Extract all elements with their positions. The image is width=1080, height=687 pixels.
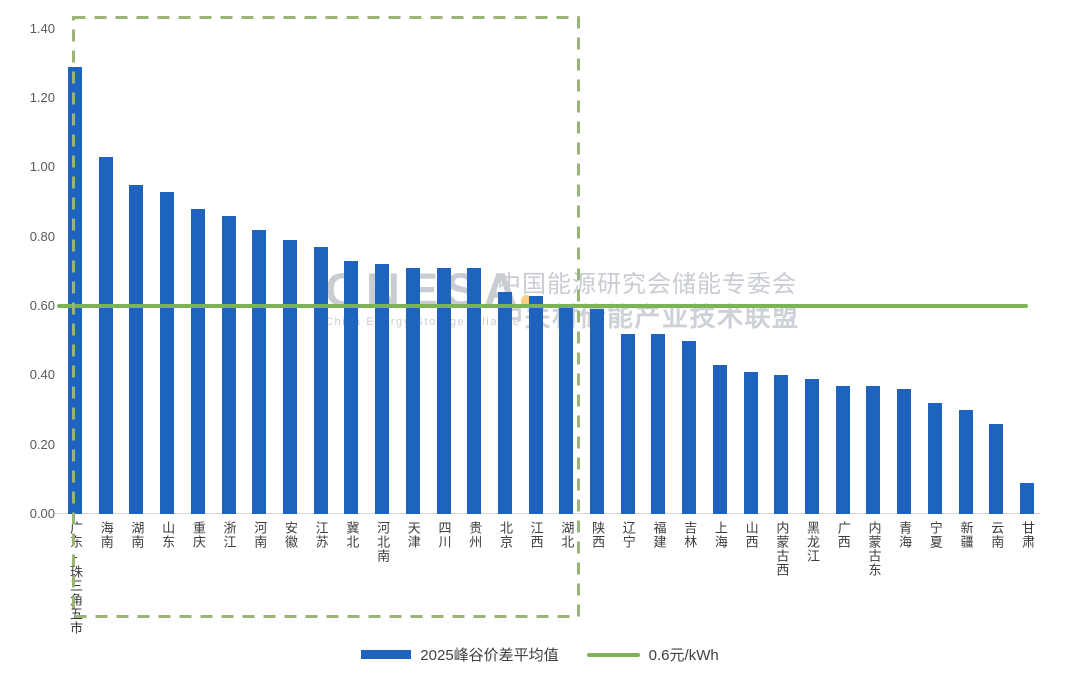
y-axis-tick-label: 1.20 xyxy=(29,89,55,105)
bar-江西 xyxy=(528,295,543,514)
x-axis-label: 云南 xyxy=(989,521,1005,549)
bar-青海 xyxy=(897,389,912,514)
legend: 2025峰谷价差平均值 0.6元/kWh xyxy=(0,644,1080,665)
legend-item-series: 2025峰谷价差平均值 xyxy=(361,644,559,665)
reference-line-0.6 xyxy=(57,303,1028,308)
bar-江苏 xyxy=(313,247,328,514)
x-axis-label: 山西 xyxy=(743,521,759,549)
bar-内蒙古西 xyxy=(774,375,789,514)
bar-湖北 xyxy=(559,305,574,514)
y-axis-tick-label: 0.80 xyxy=(29,228,55,244)
y-axis-tick-label: 0.40 xyxy=(29,367,55,383)
bar-吉林 xyxy=(682,340,697,514)
bar-福建 xyxy=(651,333,666,514)
bar-湖南 xyxy=(129,184,144,514)
x-axis-label: 福建 xyxy=(651,521,667,549)
legend-bar-swatch xyxy=(361,650,412,659)
bar-海南 xyxy=(98,156,113,514)
bar-北京 xyxy=(497,292,512,514)
x-axis-label: 内蒙古西 xyxy=(774,521,790,577)
x-axis-label: 广西 xyxy=(835,521,851,549)
bar-甘肃 xyxy=(1020,482,1034,514)
legend-line-swatch xyxy=(586,652,640,657)
bar-宁夏 xyxy=(927,403,942,514)
bar-新疆 xyxy=(958,409,973,514)
y-axis-tick-label: 1.00 xyxy=(29,159,55,175)
bar-重庆 xyxy=(190,208,205,514)
x-axis-label: 陕西 xyxy=(590,521,606,549)
y-axis-tick-label: 1.40 xyxy=(29,20,55,36)
x-axis-label: 上海 xyxy=(712,521,728,549)
y-axis-tick-label: 0.00 xyxy=(29,506,55,521)
x-axis-label: 宁夏 xyxy=(927,521,943,549)
bar-云南 xyxy=(989,423,1004,514)
x-axis-label: 新疆 xyxy=(958,521,974,549)
legend-item-reference: 0.6元/kWh xyxy=(586,644,719,665)
bar-山西 xyxy=(743,371,758,514)
bar-安徽 xyxy=(282,240,297,514)
bar-广西 xyxy=(835,385,850,514)
y-axis-tick-label: 0.20 xyxy=(29,436,55,452)
x-axis-label: 青海 xyxy=(897,521,913,549)
bar-黑龙江 xyxy=(805,378,820,514)
x-axis-label: 辽宁 xyxy=(620,521,636,549)
bar-冀北 xyxy=(344,260,359,514)
bar-浙江 xyxy=(221,215,236,514)
bar-河北南 xyxy=(375,264,390,514)
bar-内蒙古东 xyxy=(866,385,881,514)
bar-山东 xyxy=(160,191,175,514)
x-axis-label: 黑龙江 xyxy=(805,521,821,563)
legend-bar-label: 2025峰谷价差平均值 xyxy=(420,647,559,664)
x-axis-label: 甘肃 xyxy=(1020,521,1035,549)
bar-陕西 xyxy=(590,309,605,514)
bar-辽宁 xyxy=(620,333,635,514)
x-axis-label: 内蒙古东 xyxy=(866,521,882,577)
x-axis-label: 吉林 xyxy=(682,521,698,549)
bar-上海 xyxy=(712,364,727,514)
legend-line-label: 0.6元/kWh xyxy=(648,647,719,664)
y-axis-tick-label: 0.60 xyxy=(29,297,55,313)
bar-河南 xyxy=(252,229,267,514)
bar-广东-珠三角五市 xyxy=(68,66,82,514)
